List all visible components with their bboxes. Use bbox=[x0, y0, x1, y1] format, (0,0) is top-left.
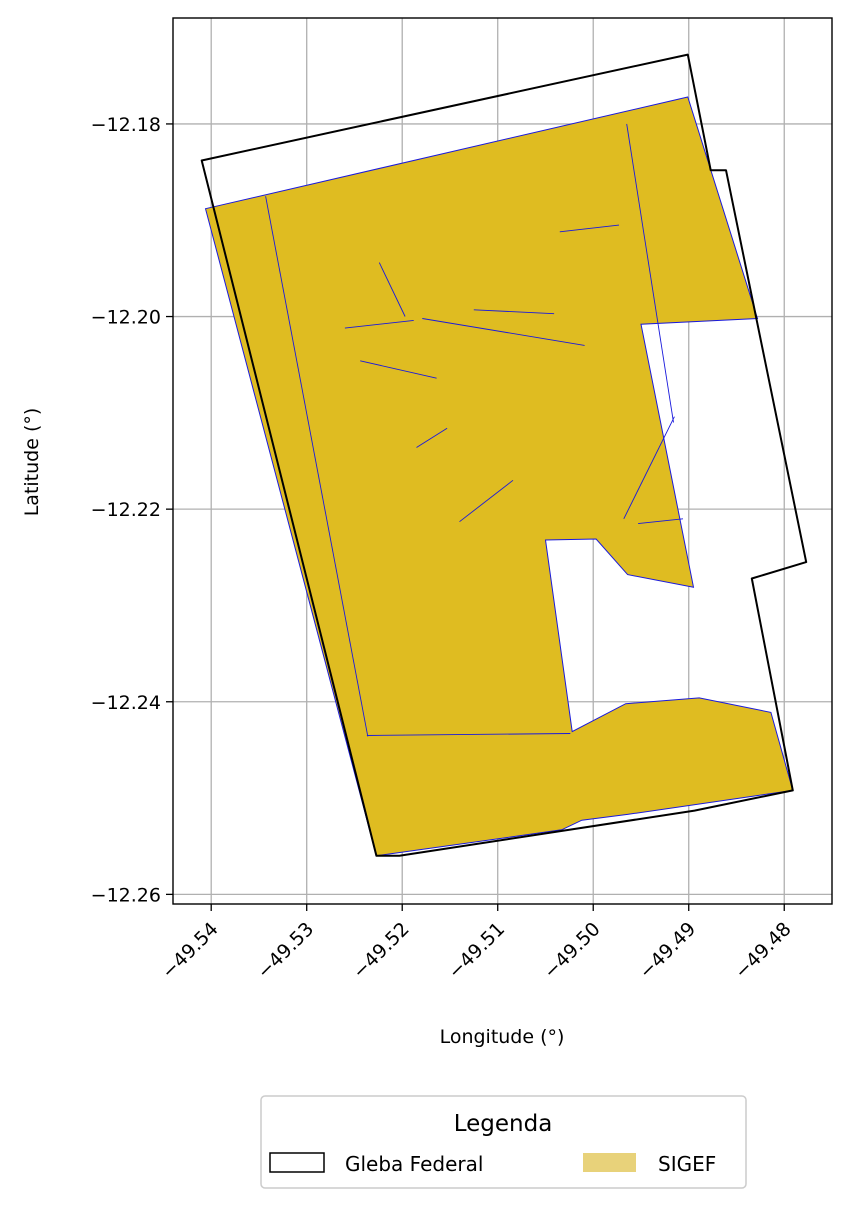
x-tick-label-5: −49.49 bbox=[635, 918, 700, 983]
sigef-parcel-boundary-7 bbox=[416, 427, 448, 448]
sigef-parcel-boundary-3 bbox=[459, 479, 514, 523]
x-tick-label-2: −49.52 bbox=[348, 918, 413, 983]
sigef-parcel-boundary-11 bbox=[473, 309, 555, 315]
y-tick-label-2: −12.22 bbox=[91, 499, 161, 521]
y-tick-label-0: −12.18 bbox=[91, 114, 161, 136]
sigef-parcel-boundary-4 bbox=[626, 123, 674, 423]
sigef-parcel-boundary-5 bbox=[623, 416, 675, 519]
y-axis-label: Latitude (°) bbox=[21, 408, 43, 517]
gleba-federal-outline bbox=[200, 53, 808, 857]
sigef-parcel-boundary-1 bbox=[366, 733, 571, 736]
x-tick-label-4: −49.50 bbox=[539, 918, 604, 983]
x-tick-label-3: −49.51 bbox=[444, 918, 509, 983]
y-tick-label-1: −12.20 bbox=[91, 307, 161, 329]
plot-frame bbox=[172, 17, 833, 905]
sigef-area bbox=[204, 96, 794, 857]
gleba-federal-boundary bbox=[200, 53, 808, 857]
x-tick-label-0: −49.54 bbox=[157, 918, 222, 983]
sigef-parcel-boundary-2 bbox=[422, 318, 585, 346]
y-tick-label-3: −12.24 bbox=[91, 692, 161, 714]
legend-sigef-label: SIGEF bbox=[658, 1152, 716, 1176]
sigef-parcel-boundary-0 bbox=[265, 196, 369, 737]
legend-sigef-swatch bbox=[583, 1153, 636, 1172]
x-axis-label: Longitude (°) bbox=[440, 1026, 565, 1048]
sigef-parcel-boundary-12 bbox=[559, 224, 620, 233]
sigef-parcel-boundary-8 bbox=[344, 319, 414, 329]
x-tick-label-1: −49.53 bbox=[253, 918, 318, 983]
y-tick-label-4: −12.26 bbox=[91, 884, 161, 906]
legend-gleba-swatch bbox=[269, 1152, 325, 1173]
sigef-parcel-boundary-6 bbox=[638, 518, 684, 525]
legend-gleba-label: Gleba Federal bbox=[345, 1152, 483, 1176]
x-axis-ticks: −49.54 −49.53 −49.52 −49.51 −49.50 −49.49 −49.… bbox=[157, 904, 796, 983]
legend-title: Legenda bbox=[454, 1111, 553, 1137]
x-tick-label-6: −49.48 bbox=[730, 918, 795, 983]
sigef-parcel-boundary-9 bbox=[360, 360, 437, 379]
y-axis-ticks: −12.18 −12.20 −12.22 −12.24 −12.26 bbox=[91, 114, 173, 906]
sigef-parcels bbox=[204, 96, 794, 857]
legend: Legenda Gleba Federal SIGEF bbox=[260, 1095, 747, 1189]
sigef-parcel-boundary-10 bbox=[378, 262, 406, 317]
